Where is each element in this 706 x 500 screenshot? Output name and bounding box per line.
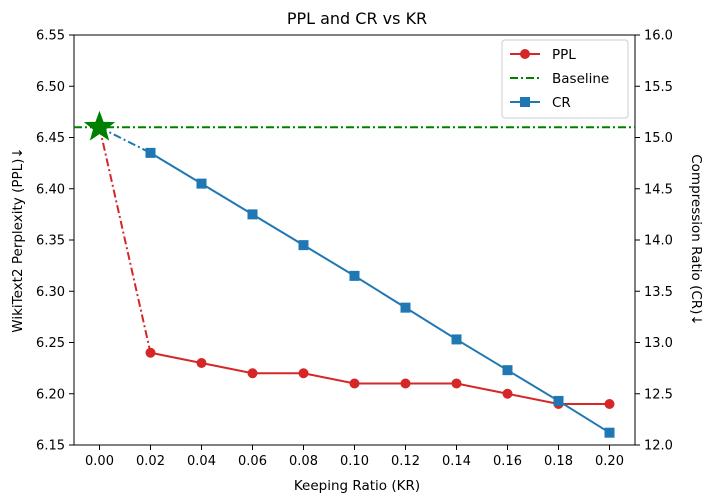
x-tick-label: 0.18 xyxy=(544,454,573,469)
ppl-point xyxy=(502,388,513,399)
legend-item-baseline: Baseline xyxy=(510,71,609,87)
legend-cr-marker xyxy=(520,97,530,107)
ppl-point xyxy=(247,368,258,379)
y-left-tick-label: 6.45 xyxy=(36,131,65,146)
ppl-line xyxy=(150,351,610,405)
legend: PPL Baseline CR xyxy=(501,39,629,119)
y-right-tick-label: 15.0 xyxy=(644,131,673,146)
ppl-point xyxy=(145,347,156,358)
cr-point xyxy=(502,365,513,376)
x-axis-label: Keeping Ratio (KR) xyxy=(294,478,420,494)
y-left-tick-label: 6.30 xyxy=(36,285,65,300)
cr-point xyxy=(145,147,156,158)
y-left-tick-label: 6.15 xyxy=(36,439,65,454)
x-tick-label: 0.00 xyxy=(85,454,114,469)
y-right-tick-label: 15.5 xyxy=(644,80,673,95)
y-axis-right-label: Compression Ratio (CR)↓ xyxy=(688,154,704,326)
y-axis-right: 12.0 12.5 13.0 13.5 14.0 14.5 15.0 15.5 16.0 xyxy=(635,29,673,454)
y-right-tick-label: 13.0 xyxy=(644,336,673,351)
baseline-star-marker xyxy=(83,110,116,141)
x-tick-label: 0.08 xyxy=(289,454,318,469)
y-left-tick-label: 6.50 xyxy=(36,80,65,95)
cr-point xyxy=(451,334,462,345)
cr-point xyxy=(298,240,309,251)
x-tick-label: 0.14 xyxy=(442,454,471,469)
ppl-line-first-segment xyxy=(98,127,152,353)
ppl-point xyxy=(400,378,411,389)
legend-box xyxy=(501,39,629,119)
y-left-tick-label: 6.25 xyxy=(36,336,65,351)
cr-point xyxy=(604,427,615,438)
x-tick-label: 0.02 xyxy=(136,454,165,469)
legend-item-ppl: PPL xyxy=(510,47,576,63)
ppl-point xyxy=(298,368,309,379)
cr-point xyxy=(196,178,207,189)
chart-title: PPL and CR vs KR xyxy=(287,9,427,28)
ppl-point xyxy=(196,358,207,368)
ppl-point xyxy=(451,378,462,389)
x-axis: 0.00 0.02 0.04 0.06 0.08 0.10 0.12 0.14 0.16 0.18… xyxy=(85,445,624,469)
y-left-tick-label: 6.55 xyxy=(36,29,65,44)
x-tick-label: 0.12 xyxy=(391,454,420,469)
legend-item-cr: CR xyxy=(510,95,571,111)
x-tick-label: 0.06 xyxy=(238,454,267,469)
ppl-point xyxy=(349,378,360,389)
y-axis-left-label: WikiText2 Perplexity (PPL)↓ xyxy=(10,147,26,332)
y-right-tick-label: 14.0 xyxy=(644,234,673,249)
legend-baseline-label: Baseline xyxy=(552,71,609,87)
cr-line xyxy=(149,152,611,434)
legend-ppl-label: PPL xyxy=(552,47,576,63)
cr-point xyxy=(349,270,360,281)
y-right-tick-label: 12.5 xyxy=(644,387,673,402)
y-right-tick-label: 16.0 xyxy=(644,29,673,44)
cr-point xyxy=(400,302,411,313)
y-axis-left: 6.15 6.20 6.25 6.30 6.35 6.40 6.45 6.50 6.55 xyxy=(36,29,74,454)
y-left-tick-label: 6.35 xyxy=(36,234,65,249)
x-tick-label: 0.04 xyxy=(187,454,216,469)
legend-ppl-marker xyxy=(520,49,530,59)
y-right-tick-label: 12.0 xyxy=(644,439,673,454)
cr-point xyxy=(247,209,258,220)
cr-point xyxy=(553,395,564,406)
legend-cr-label: CR xyxy=(552,95,571,111)
cr-line-first-segment xyxy=(99,126,151,154)
y-right-tick-label: 13.5 xyxy=(644,285,673,300)
x-tick-label: 0.20 xyxy=(595,454,624,469)
ppl-point xyxy=(604,399,615,409)
x-tick-label: 0.16 xyxy=(493,454,522,469)
y-left-tick-label: 6.40 xyxy=(36,182,65,197)
series-layer xyxy=(74,110,635,438)
y-left-tick-label: 6.20 xyxy=(36,387,65,402)
x-tick-label: 0.10 xyxy=(340,454,369,469)
y-right-tick-label: 14.5 xyxy=(644,182,673,197)
